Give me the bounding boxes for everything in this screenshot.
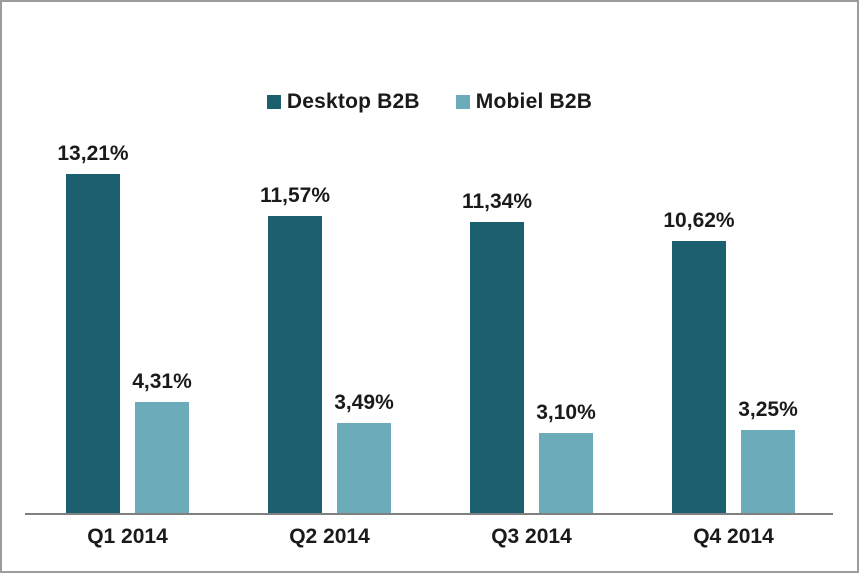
legend-item-mobiel-b2b: Mobiel B2B (455, 90, 593, 114)
x-axis-line (25, 513, 833, 515)
bar-desktop-b2b-q3-2014 (470, 222, 524, 513)
x-axis-label-q3-2014: Q3 2014 (491, 525, 572, 548)
bar-value-label: 11,34% (461, 190, 533, 213)
bar-desktop-b2b-q1-2014 (66, 174, 120, 513)
bar-mobiel-b2b-q3-2014 (539, 433, 593, 513)
bar-value-label: 4,31% (132, 370, 192, 393)
bar-mobiel-b2b-q4-2014 (741, 430, 795, 513)
legend-item-desktop-b2b: Desktop B2B (266, 90, 420, 114)
bar-desktop-b2b-q2-2014 (268, 216, 322, 513)
bar-value-label: 3,25% (738, 398, 798, 421)
legend: Desktop B2B Mobiel B2B (2, 90, 857, 114)
bar-value-label: 10,62% (663, 209, 735, 232)
bar-mobiel-b2b-q1-2014 (135, 402, 189, 513)
legend-marker-icon (266, 95, 281, 109)
bar-desktop-b2b-q4-2014 (672, 241, 726, 513)
legend-marker-icon (455, 95, 470, 109)
x-axis-label-q1-2014: Q1 2014 (87, 525, 168, 548)
bar-value-label: 3,10% (536, 401, 596, 424)
bar-mobiel-b2b-q2-2014 (337, 423, 391, 513)
bar-value-label: 11,57% (259, 184, 331, 207)
legend-label: Mobiel B2B (475, 90, 593, 113)
x-axis-label-q2-2014: Q2 2014 (289, 525, 370, 548)
legend-label: Desktop B2B (286, 90, 420, 113)
bar-value-label: 3,49% (334, 391, 394, 414)
x-axis-label-q4-2014: Q4 2014 (693, 525, 774, 548)
bar-value-label: 13,21% (57, 142, 129, 165)
